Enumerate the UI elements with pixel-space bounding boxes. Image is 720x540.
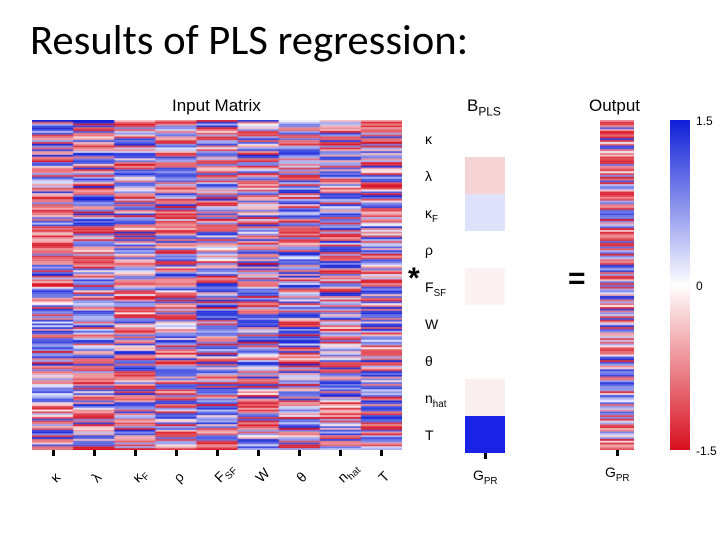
input-matrix-title: Input Matrix [172, 96, 261, 116]
input-col-tick [93, 450, 96, 456]
bpls-row-label: κF [425, 205, 438, 225]
output-bottom-label: GPR [605, 464, 630, 484]
input-col-label: ρ [170, 468, 187, 485]
bpls-cell [465, 231, 505, 268]
bpls-cell [465, 120, 505, 157]
output-bottom-tick [616, 450, 619, 456]
bpls-cell [465, 194, 505, 231]
equals-operator: = [568, 262, 586, 296]
input-matrix-heatmap [32, 120, 402, 450]
output-title: Output [589, 96, 640, 116]
input-col-label: FSF [211, 459, 240, 488]
input-col-label: κ [47, 469, 63, 485]
bpls-cell [465, 305, 505, 342]
bpls-cell [465, 379, 505, 416]
input-col-tick [134, 450, 137, 456]
colorbar-tick-label: -1.5 [696, 444, 717, 458]
colorbar-tick-label: 0 [696, 279, 703, 293]
colorbar-tick-label: 1.5 [696, 114, 713, 128]
input-col-label: θ [293, 468, 310, 485]
bpls-row-label: κ [425, 131, 432, 147]
colorbar [670, 120, 690, 450]
bpls-cell [465, 416, 505, 453]
bpls-row-label: λ [425, 168, 432, 184]
input-col-tick [175, 450, 178, 456]
bpls-row-label: ρ [425, 242, 433, 258]
bpls-bottom-label: GPR [473, 467, 498, 487]
bpls-row-label: W [425, 316, 438, 332]
input-col-tick [298, 450, 301, 456]
bpls-bottom-tick [484, 453, 487, 459]
input-col-tick [52, 450, 55, 456]
output-vector-heatmap [600, 120, 634, 450]
input-col-label: λ [88, 469, 104, 485]
bpls-row-label: nhat [425, 390, 446, 410]
input-col-tick [380, 450, 383, 456]
input-col-label: W [252, 465, 273, 486]
bpls-row-label: θ [425, 353, 433, 369]
input-col-label: nhat [334, 459, 363, 488]
bpls-title: BPLS [467, 96, 501, 118]
bpls-row-label: T [425, 427, 434, 443]
input-col-tick [216, 450, 219, 456]
input-col-tick [257, 450, 260, 456]
bpls-cell [465, 268, 505, 305]
input-col-label: T [375, 468, 392, 485]
bpls-cell [465, 157, 505, 194]
bpls-row-label: FSF [425, 279, 446, 299]
multiply-operator: * [408, 262, 420, 296]
input-col-label: κF [129, 465, 152, 488]
input-col-tick [339, 450, 342, 456]
bpls-cell [465, 342, 505, 379]
slide-title: Results of PLS regression: [30, 14, 468, 66]
